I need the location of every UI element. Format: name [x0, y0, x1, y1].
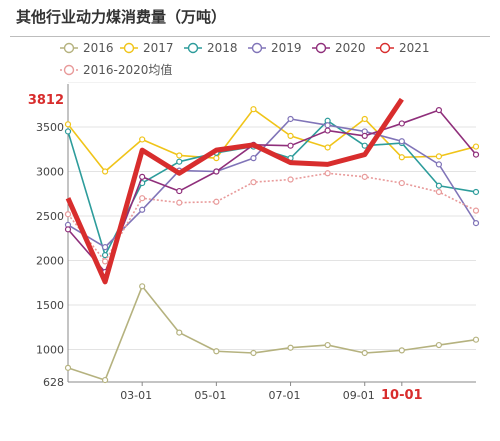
- data-point: [250, 349, 257, 357]
- data-point: [287, 115, 294, 123]
- legend-swatch-marker: [123, 42, 135, 54]
- legend-swatch-marker: [251, 42, 263, 54]
- y-tick-label: 3500: [36, 121, 64, 134]
- data-point: [176, 187, 183, 195]
- chart-title: 其他行业动力煤消费量（万吨）: [16, 8, 227, 26]
- series-line-2017: [67, 108, 477, 173]
- legend-swatch-marker: [315, 42, 327, 54]
- legend-label: 2016-2020均值: [83, 62, 172, 77]
- x-tick-label: 05-01: [194, 389, 226, 402]
- data-point: [64, 128, 72, 135]
- data-point: [435, 153, 443, 160]
- data-point: [324, 341, 331, 349]
- x-tick-label: 09-01: [343, 389, 375, 402]
- data-point: [139, 283, 146, 290]
- data-point: [176, 158, 183, 165]
- data-point: [250, 179, 257, 186]
- data-point: [435, 106, 443, 114]
- data-point: [213, 198, 220, 205]
- data-point: [64, 211, 72, 218]
- data-point: [139, 206, 146, 213]
- data-point: [213, 155, 220, 162]
- data-point: [435, 341, 443, 349]
- data-point: [101, 252, 109, 259]
- data-point: [287, 176, 294, 183]
- data-point: [250, 106, 257, 113]
- y-highlight-label: 3812: [28, 93, 64, 108]
- y-min-label: 628: [43, 376, 64, 389]
- data-point: [64, 364, 72, 371]
- data-point: [101, 168, 109, 175]
- data-point: [324, 144, 331, 151]
- y-tick-label: 1500: [36, 299, 64, 312]
- data-point: [101, 258, 109, 265]
- data-point: [250, 155, 257, 162]
- data-point: [287, 132, 294, 139]
- data-point: [101, 244, 109, 251]
- data-point: [324, 127, 331, 134]
- data-point: [213, 168, 220, 175]
- x-tick-label: 03-01: [120, 389, 152, 402]
- series-line-2020: [67, 109, 477, 273]
- data-point: [361, 115, 368, 123]
- y-tick-label: 1000: [36, 344, 64, 357]
- data-point: [398, 179, 405, 187]
- data-point: [472, 188, 480, 196]
- data-point: [435, 188, 443, 196]
- legend-swatch-marker: [63, 64, 75, 76]
- series-line-2021: [65, 97, 404, 285]
- series-line-2016-2020均值: [67, 172, 477, 263]
- data-point: [287, 142, 294, 149]
- y-tick-label: 2000: [36, 255, 64, 268]
- legend-label: 2020: [335, 41, 366, 55]
- data-point: [64, 121, 72, 128]
- data-point: [139, 136, 146, 143]
- x-highlight-label: 10-01: [381, 388, 423, 403]
- data-point: [361, 132, 368, 139]
- data-point: [176, 199, 183, 206]
- legend-label: 2021: [399, 41, 430, 55]
- data-point: [435, 182, 443, 189]
- y-tick-label: 3000: [36, 166, 64, 179]
- data-point: [287, 344, 294, 351]
- data-point: [472, 143, 480, 150]
- title-divider: [10, 36, 490, 37]
- data-point: [472, 336, 480, 343]
- legend-label: 2017: [143, 41, 174, 55]
- data-point: [213, 348, 220, 355]
- data-point: [139, 195, 146, 202]
- data-point: [139, 173, 146, 180]
- data-point: [398, 154, 405, 161]
- y-tick-label: 2500: [36, 210, 64, 223]
- series-line-2019: [67, 118, 477, 248]
- legend-label: 2016: [83, 41, 114, 55]
- data-point: [361, 142, 368, 149]
- data-point: [398, 120, 405, 127]
- data-point: [398, 347, 405, 354]
- legend-swatch-marker: [187, 42, 199, 54]
- data-point: [361, 173, 368, 180]
- legend-label: 2019: [271, 41, 302, 55]
- data-point: [176, 329, 183, 336]
- data-point: [176, 152, 183, 159]
- data-point: [64, 226, 72, 233]
- series-line-2016: [67, 285, 477, 381]
- data-point: [472, 207, 480, 214]
- data-point: [398, 138, 405, 145]
- data-point: [361, 349, 368, 357]
- data-point: [101, 376, 109, 384]
- x-tick-label: 07-01: [269, 389, 301, 402]
- legend-swatch-marker: [379, 42, 391, 54]
- data-point: [472, 220, 480, 227]
- legend-label: 2018: [207, 41, 238, 55]
- data-point: [435, 161, 443, 168]
- data-point: [324, 170, 331, 177]
- data-point: [472, 151, 480, 158]
- data-point: [324, 122, 331, 129]
- legend-swatch-marker: [63, 42, 75, 54]
